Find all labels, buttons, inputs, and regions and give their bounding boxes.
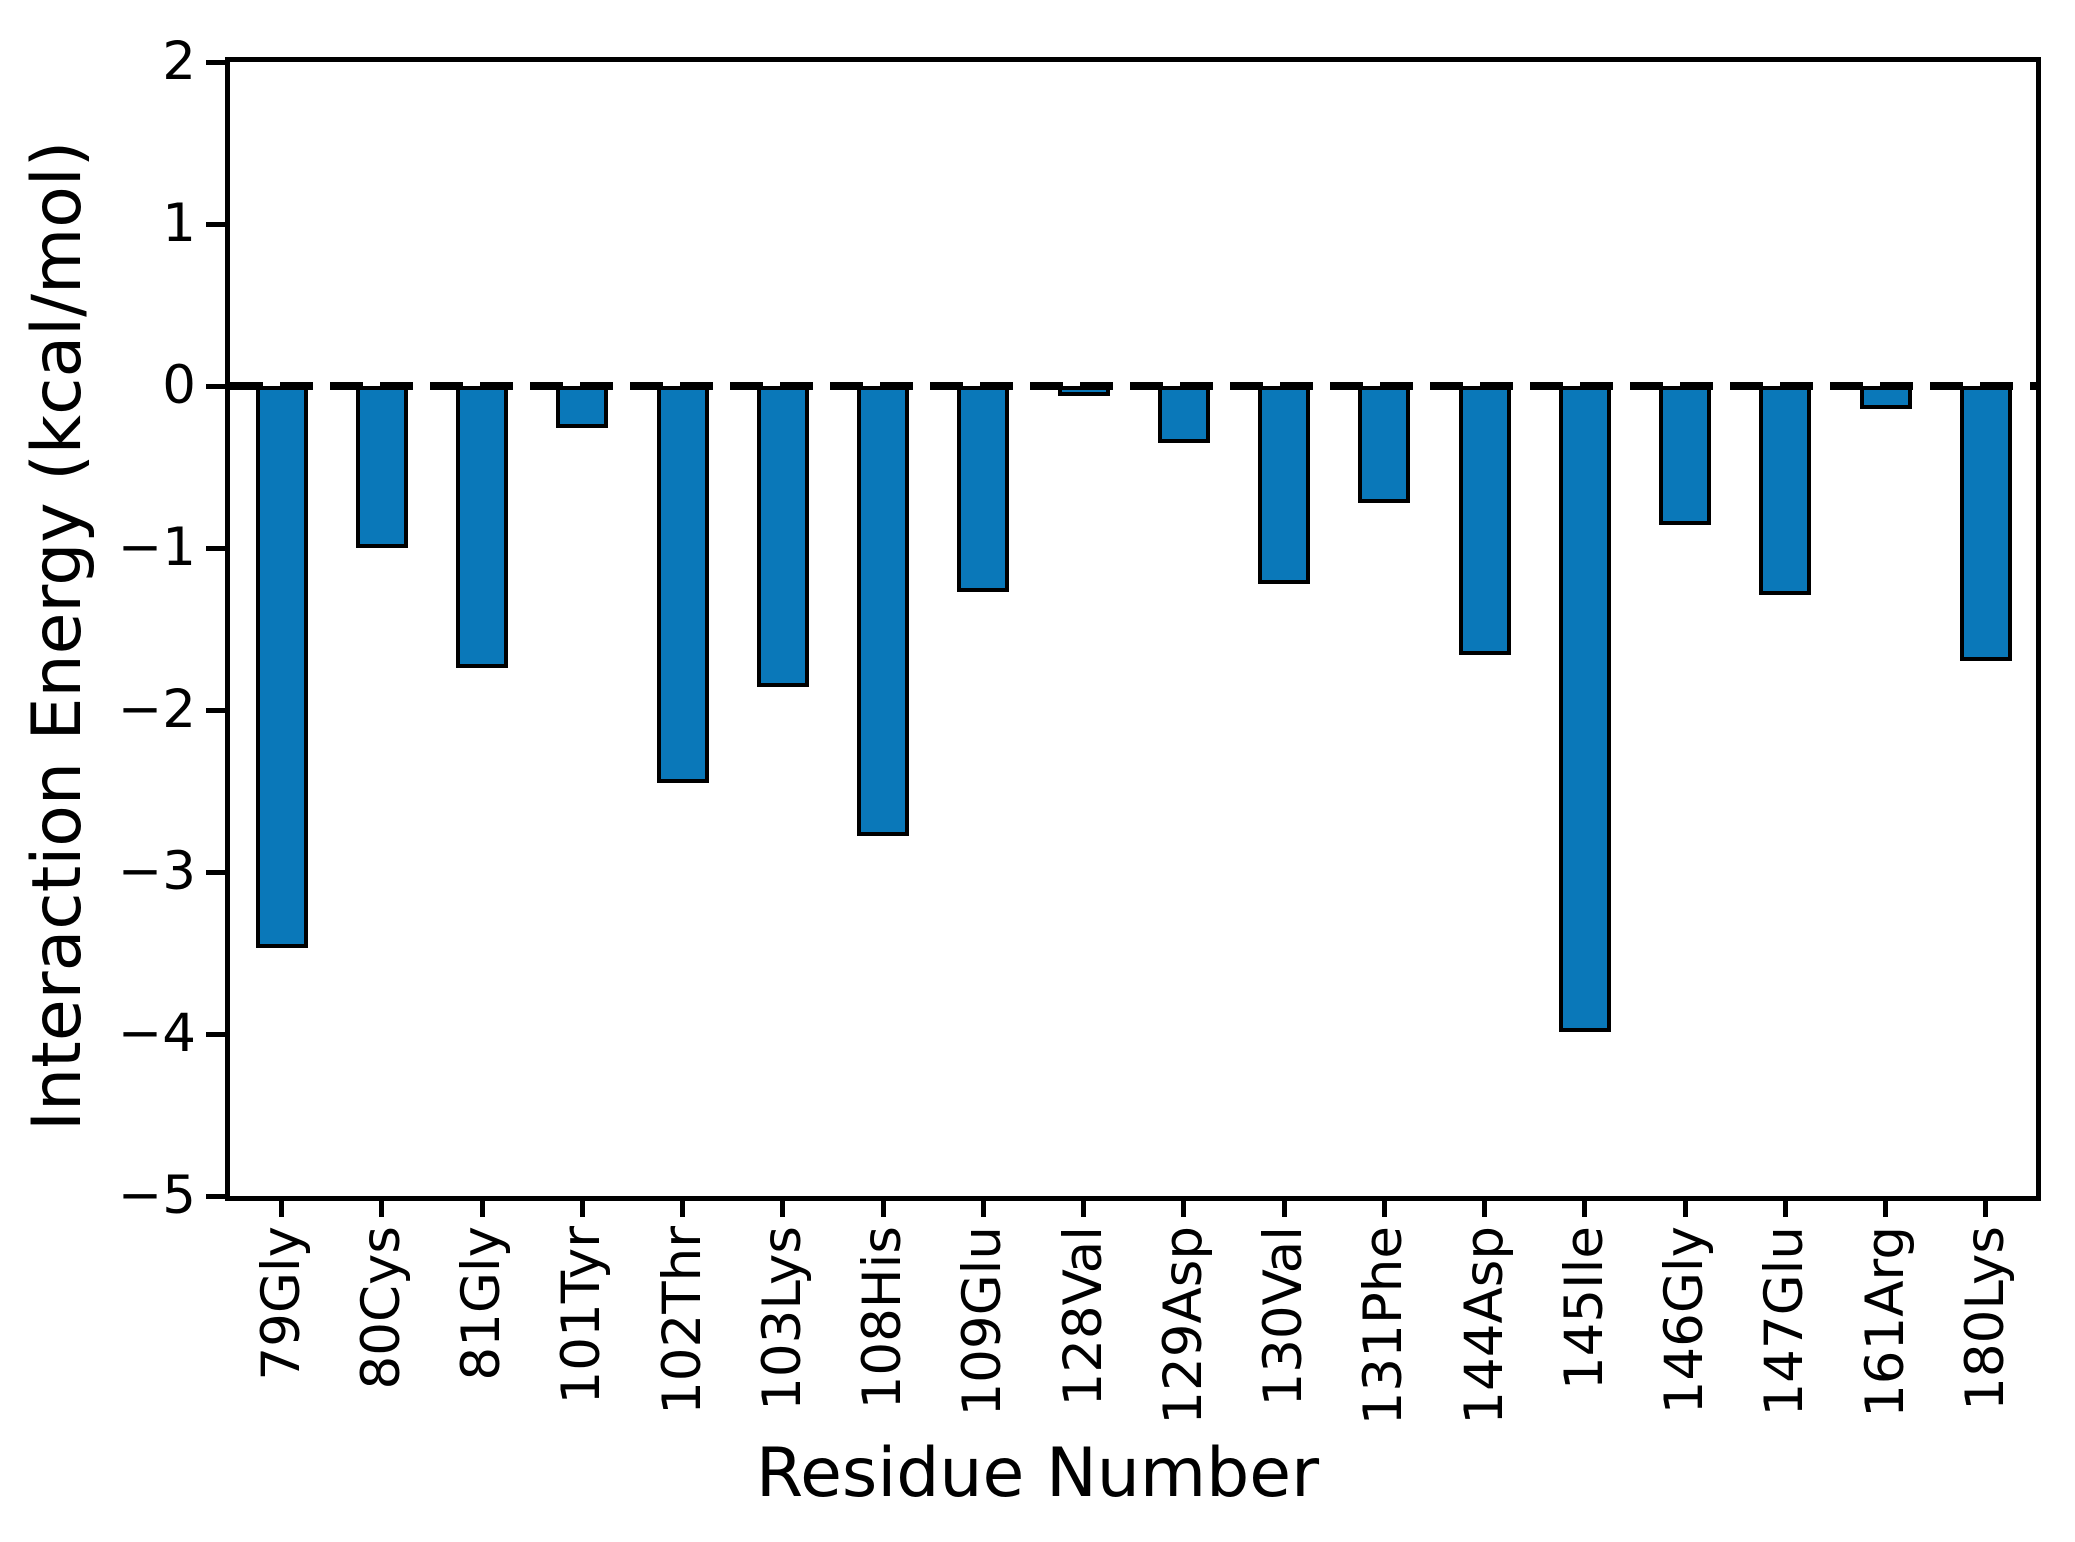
bar-103Lys bbox=[756, 386, 809, 688]
y-tick-1 bbox=[206, 222, 225, 227]
x-tick-131Phe bbox=[1381, 1198, 1387, 1217]
y-axis-label: Interaction Energy (kcal/mol) bbox=[18, 140, 97, 1132]
y-tick-label--5: −5 bbox=[117, 1165, 196, 1226]
x-tick-label-103Lys: 103Lys bbox=[751, 1226, 813, 1411]
y-tick--3 bbox=[206, 870, 225, 875]
x-tick-label-79Gly: 79Gly bbox=[250, 1226, 312, 1381]
x-tick-103Lys bbox=[780, 1198, 786, 1217]
bar-130Val bbox=[1258, 386, 1311, 584]
x-tick-label-131Phe: 131Phe bbox=[1353, 1226, 1415, 1426]
bar-101Tyr bbox=[556, 386, 609, 429]
x-tick-101Tyr bbox=[579, 1198, 585, 1217]
x-tick-80Cys bbox=[379, 1198, 385, 1217]
x-tick-label-102Thr: 102Thr bbox=[651, 1226, 713, 1415]
x-tick-label-145Ile: 145Ile bbox=[1553, 1226, 1615, 1391]
x-tick-label-130Val: 130Val bbox=[1253, 1226, 1315, 1407]
bar-109Glu bbox=[957, 386, 1010, 592]
x-tick-146Gly bbox=[1682, 1198, 1688, 1217]
bar-129Asp bbox=[1157, 386, 1210, 443]
y-tick-label--1: −1 bbox=[117, 517, 196, 578]
x-tick-128Val bbox=[1081, 1198, 1087, 1217]
bar-80Cys bbox=[355, 386, 408, 548]
x-tick-label-180Lys: 180Lys bbox=[1954, 1226, 2016, 1411]
x-tick-145Ile bbox=[1582, 1198, 1588, 1217]
x-tick-label-147Glu: 147Glu bbox=[1754, 1226, 1816, 1417]
bar-145Ile bbox=[1558, 386, 1611, 1033]
y-tick--1 bbox=[206, 546, 225, 551]
x-tick-144Asp bbox=[1482, 1198, 1488, 1217]
x-tick-161Arg bbox=[1883, 1198, 1889, 1217]
x-tick-label-108His: 108His bbox=[852, 1226, 914, 1410]
y-tick-0 bbox=[206, 384, 225, 389]
x-tick-109Glu bbox=[980, 1198, 986, 1217]
x-tick-label-81Gly: 81Gly bbox=[451, 1226, 513, 1381]
bar-108His bbox=[857, 386, 910, 837]
x-tick-147Glu bbox=[1782, 1198, 1788, 1217]
x-tick-label-129Asp: 129Asp bbox=[1152, 1226, 1214, 1425]
y-tick--4 bbox=[206, 1032, 225, 1037]
plot-area bbox=[225, 57, 2041, 1201]
x-tick-label-101Tyr: 101Tyr bbox=[551, 1226, 613, 1405]
bar-79Gly bbox=[255, 386, 308, 949]
x-tick-label-80Cys: 80Cys bbox=[350, 1226, 412, 1390]
x-tick-label-109Glu: 109Glu bbox=[952, 1226, 1014, 1417]
x-tick-label-128Val: 128Val bbox=[1052, 1226, 1114, 1407]
y-tick-label--4: −4 bbox=[117, 1003, 196, 1064]
x-tick-label-144Asp: 144Asp bbox=[1453, 1226, 1515, 1425]
bar-146Gly bbox=[1659, 386, 1712, 526]
bar-147Glu bbox=[1759, 386, 1812, 595]
y-tick--2 bbox=[206, 708, 225, 713]
bar-102Thr bbox=[656, 386, 709, 783]
y-tick-label-0: 0 bbox=[162, 355, 196, 416]
x-tick-130Val bbox=[1281, 1198, 1287, 1217]
x-tick-180Lys bbox=[1983, 1198, 1989, 1217]
x-tick-79Gly bbox=[279, 1198, 284, 1217]
bar-81Gly bbox=[456, 386, 509, 668]
x-tick-129Asp bbox=[1181, 1198, 1187, 1217]
y-tick-label--2: −2 bbox=[117, 679, 196, 740]
x-tick-label-146Gly: 146Gly bbox=[1654, 1226, 1716, 1415]
x-tick-label-161Arg: 161Arg bbox=[1854, 1226, 1916, 1418]
y-tick-label-1: 1 bbox=[162, 193, 196, 254]
bar-131Phe bbox=[1358, 386, 1411, 503]
x-axis-label: Residue Number bbox=[755, 1434, 1320, 1513]
y-tick-2 bbox=[206, 60, 225, 65]
bar-180Lys bbox=[1959, 386, 2012, 662]
zero-dashed-line bbox=[230, 382, 2036, 390]
x-tick-108His bbox=[880, 1198, 886, 1217]
x-tick-81Gly bbox=[479, 1198, 485, 1217]
x-tick-102Thr bbox=[680, 1198, 686, 1217]
y-tick-label-2: 2 bbox=[162, 31, 196, 92]
bar-144Asp bbox=[1458, 386, 1511, 655]
y-tick-label--3: −3 bbox=[117, 841, 196, 902]
y-tick--5 bbox=[206, 1194, 225, 1199]
